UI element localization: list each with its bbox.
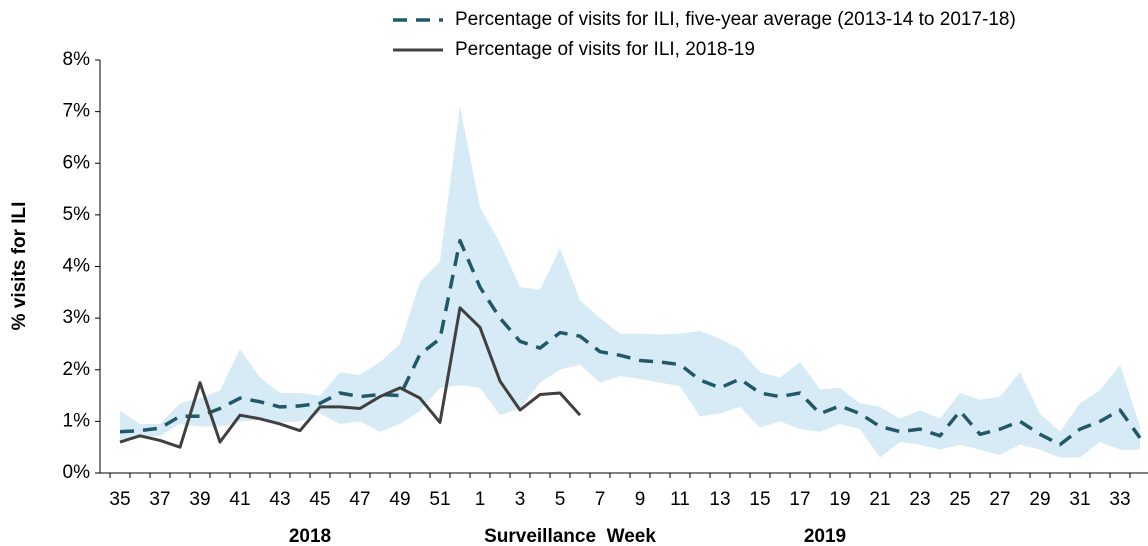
x-tick-label: 45 [309, 489, 330, 510]
x-tick-label: 23 [909, 489, 930, 510]
x-tick-label: 43 [269, 489, 290, 510]
y-tick-label: 2% [63, 359, 91, 380]
y-tick-label: 7% [63, 101, 91, 122]
x-tick-label: 19 [829, 489, 850, 510]
y-tick-label: 0% [63, 462, 91, 483]
x-tick-label: 51 [429, 489, 450, 510]
x-tick-label: 3 [515, 489, 526, 510]
x-tick-label: 33 [1109, 489, 1130, 510]
x-tick-label: 11 [670, 489, 690, 510]
legend-label: Percentage of visits for ILI, five-year … [455, 9, 1016, 30]
y-axis-label: % visits for ILI [9, 202, 30, 331]
x-tick-label: 31 [1069, 489, 1090, 510]
legend-label: Percentage of visits for ILI, 2018-19 [455, 39, 755, 60]
x-tick-label: 21 [869, 489, 890, 510]
y-tick-label: 5% [63, 204, 91, 225]
y-tick-label: 8% [63, 49, 91, 70]
year-label: 2019 [804, 526, 846, 546]
range-band [120, 106, 1140, 458]
series-line [119, 238, 1142, 447]
x-tick-label: 39 [189, 489, 210, 510]
x-tick-label: 27 [989, 489, 1010, 510]
y-tick-label: 3% [63, 307, 91, 328]
x-tick-label: 41 [229, 489, 250, 510]
year-label: 2018 [289, 526, 331, 546]
x-tick-label: 37 [149, 489, 170, 510]
x-tick-label: 9 [635, 489, 646, 510]
x-tick-label: 5 [555, 489, 566, 510]
series-line [119, 306, 582, 449]
x-tick-label: 7 [595, 489, 606, 510]
x-tick-label: 17 [789, 489, 810, 510]
x-tick-label: 1 [475, 489, 486, 510]
x-tick-label: 29 [1029, 489, 1050, 510]
x-axis-label: Surveillance Week [484, 526, 656, 546]
y-tick-label: 6% [63, 152, 91, 173]
x-tick-label: 47 [349, 489, 370, 510]
x-tick-label: 49 [389, 489, 410, 510]
y-tick-label: 1% [63, 410, 91, 431]
x-tick-label: 13 [709, 489, 730, 510]
x-tick-label: 15 [749, 489, 770, 510]
x-tick-label: 25 [949, 489, 970, 510]
y-tick-label: 4% [63, 256, 91, 277]
x-tick-label: 35 [109, 489, 130, 510]
